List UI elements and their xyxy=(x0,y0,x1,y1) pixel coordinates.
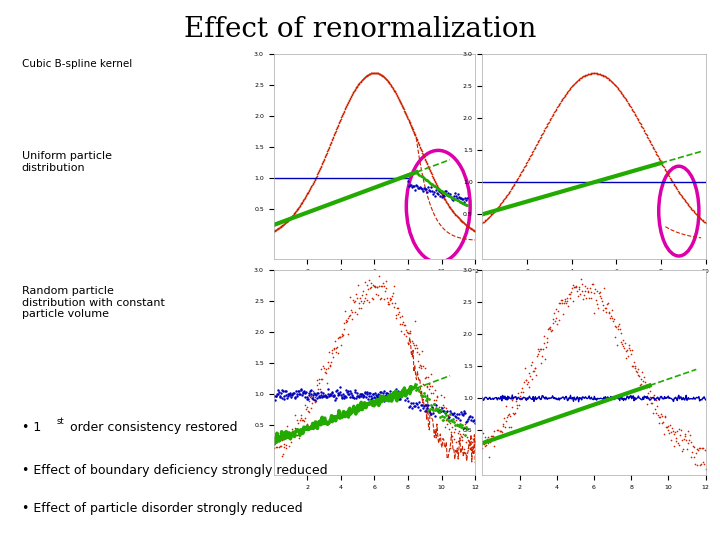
Text: • Effect of particle disorder strongly reduced: • Effect of particle disorder strongly r… xyxy=(22,502,302,515)
Text: order consistency restored: order consistency restored xyxy=(66,421,238,434)
Text: • Effect of boundary deficiency strongly reduced: • Effect of boundary deficiency strongly… xyxy=(22,464,327,477)
Text: Random particle
distribution with constant
particle volume: Random particle distribution with consta… xyxy=(22,286,164,319)
Text: Cubic B-spline kernel: Cubic B-spline kernel xyxy=(22,59,132,70)
Text: Uniform particle
distribution: Uniform particle distribution xyxy=(22,151,112,173)
Text: • 1: • 1 xyxy=(22,421,41,434)
Text: st: st xyxy=(56,417,64,426)
Text: Effect of renormalization: Effect of renormalization xyxy=(184,16,536,43)
